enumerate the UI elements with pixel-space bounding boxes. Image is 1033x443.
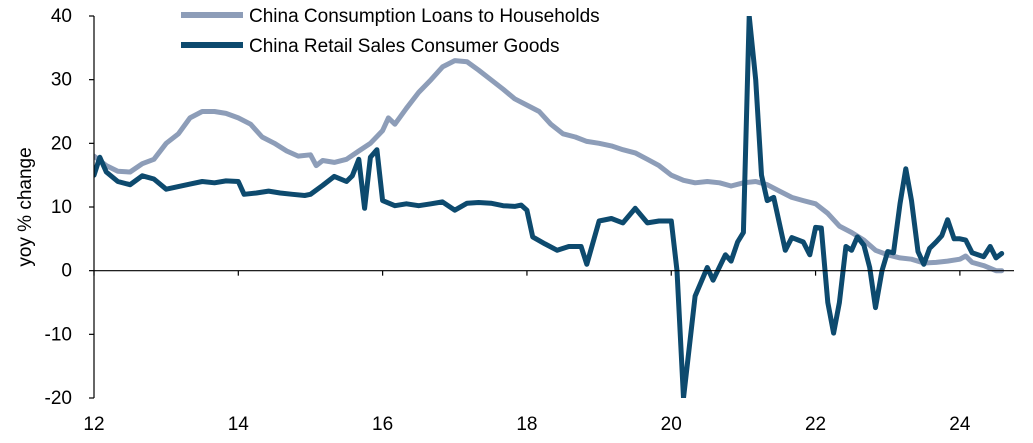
y-tick-label: 0 [61,261,72,282]
legend-label-retail-sales: China Retail Sales Consumer Goods [249,36,560,57]
series-line-retail-sales [94,16,1005,398]
legend-label-consumption-loans: China Consumption Loans to Households [249,6,600,27]
x-axis: 12 14 16 18 20 22 24 [83,270,971,435]
x-tick-label: 12 [83,414,104,435]
x-tick-label: 24 [949,414,971,435]
x-tick-label: 16 [372,414,393,435]
y-tick-label: 40 [51,6,72,27]
x-tick-label: 14 [228,414,250,435]
x-tick-label: 20 [661,414,682,435]
y-tick-label: -10 [45,324,72,345]
y-tick-label: -20 [45,388,72,409]
y-tick-label: 30 [51,70,72,91]
y-tick-label: 20 [51,133,72,154]
x-tick-label: 18 [516,414,537,435]
y-axis-title: yoy % change [15,147,36,266]
series-layer [94,16,1005,398]
series-line-consumption-loans [94,58,1005,274]
y-tick-label: 10 [51,197,72,218]
y-axis: -20 -10 0 10 20 30 40 [45,6,94,409]
legend: China Consumption Loans to Households Ch… [181,6,600,57]
x-tick-label: 22 [805,414,826,435]
